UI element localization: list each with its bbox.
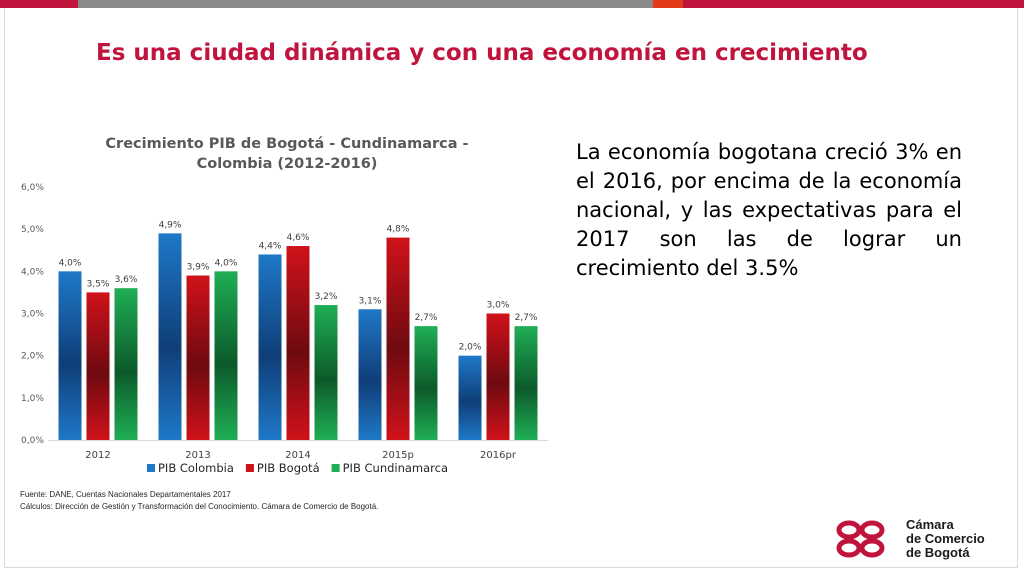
top-bar-segment bbox=[653, 0, 683, 8]
data-label: 3,2% bbox=[315, 292, 338, 302]
data-label: 4,6% bbox=[287, 233, 310, 243]
data-label: 4,8% bbox=[387, 225, 410, 235]
chart-bar bbox=[58, 271, 82, 440]
chart-bar bbox=[358, 309, 382, 440]
data-label: 2,7% bbox=[415, 313, 438, 323]
y-tick-label: 3,0% bbox=[21, 310, 44, 320]
data-label: 3,1% bbox=[359, 296, 382, 306]
chart-bar bbox=[286, 246, 310, 440]
logo-line-3: de Bogotá bbox=[906, 545, 970, 560]
calculation-note: Cálculos: Dirección de Gestión y Transfo… bbox=[20, 502, 379, 511]
x-tick-label: 2013 bbox=[185, 450, 210, 461]
slide-frame bbox=[4, 8, 1018, 568]
top-bar-segment bbox=[0, 0, 78, 8]
logo-ring bbox=[836, 538, 862, 558]
description-text: La economía bogotana creció 3% en el 201… bbox=[576, 140, 962, 280]
chart-bar bbox=[414, 326, 438, 440]
logo-ring bbox=[859, 520, 885, 540]
data-label: 2,0% bbox=[459, 343, 482, 353]
chart-bar bbox=[86, 292, 110, 440]
chart-bar bbox=[214, 271, 238, 440]
logo-ring bbox=[836, 520, 862, 540]
data-label: 4,4% bbox=[259, 241, 282, 251]
chart-bar bbox=[258, 254, 282, 440]
y-tick-label: 0,0% bbox=[21, 436, 44, 446]
legend-label: PIB Bogotá bbox=[257, 461, 320, 475]
chart-bar bbox=[314, 305, 338, 440]
logo-line-2: de Comercio bbox=[906, 531, 985, 546]
page-title: Es una ciudad dinámica y con una economí… bbox=[96, 40, 868, 66]
chart-bar bbox=[114, 288, 138, 440]
chart-bar bbox=[186, 275, 210, 440]
legend-swatch bbox=[331, 464, 340, 472]
data-label: 4,9% bbox=[159, 220, 182, 230]
chart-title-line: Colombia (2012-2016) bbox=[197, 156, 378, 172]
top-color-bar bbox=[0, 0, 1024, 8]
chart-bar bbox=[514, 326, 538, 440]
y-tick-label: 4,0% bbox=[21, 267, 44, 277]
x-tick-label: 2016pr bbox=[480, 450, 517, 461]
chart-bar bbox=[486, 313, 510, 440]
source-note: Fuente: DANE, Cuentas Nacionales Departa… bbox=[20, 490, 231, 499]
y-tick-label: 5,0% bbox=[21, 225, 44, 235]
logo-line-1: Cámara bbox=[906, 517, 954, 532]
legend-swatch bbox=[147, 464, 155, 472]
logo-mark-icon bbox=[836, 520, 885, 558]
logo-ring bbox=[859, 538, 885, 558]
data-label: 4,0% bbox=[59, 258, 82, 268]
logo-text: Cámara de Comercio de Bogotá bbox=[906, 518, 985, 560]
x-tick-label: 2012 bbox=[85, 450, 110, 461]
top-bar-segment bbox=[78, 0, 653, 8]
camara-comercio-logo: Cámara de Comercio de Bogotá bbox=[836, 518, 1006, 562]
legend-swatch bbox=[245, 464, 254, 472]
gdp-growth-chart: Crecimiento PIB de Bogotá - Cundinamarca… bbox=[21, 136, 548, 475]
chart-bar bbox=[386, 237, 410, 440]
y-tick-label: 1,0% bbox=[21, 394, 44, 404]
legend-label: PIB Colombia bbox=[158, 461, 234, 475]
data-label: 2,7% bbox=[515, 313, 538, 323]
y-tick-label: 2,0% bbox=[21, 352, 44, 362]
data-label: 4,0% bbox=[215, 258, 238, 268]
data-label: 3,0% bbox=[487, 301, 510, 311]
y-tick-label: 6,0% bbox=[21, 183, 44, 193]
data-label: 3,9% bbox=[187, 263, 210, 273]
chart-bar bbox=[458, 355, 482, 440]
chart-title-line: Crecimiento PIB de Bogotá - Cundinamarca… bbox=[105, 136, 468, 152]
legend-label: PIB Cundinamarca bbox=[343, 461, 448, 475]
x-tick-label: 2015p bbox=[382, 450, 414, 461]
data-label: 3,6% bbox=[115, 275, 138, 285]
x-tick-label: 2014 bbox=[285, 450, 310, 461]
chart-bar bbox=[158, 233, 182, 440]
data-label: 3,5% bbox=[87, 279, 110, 289]
top-bar-segment bbox=[683, 0, 1024, 8]
